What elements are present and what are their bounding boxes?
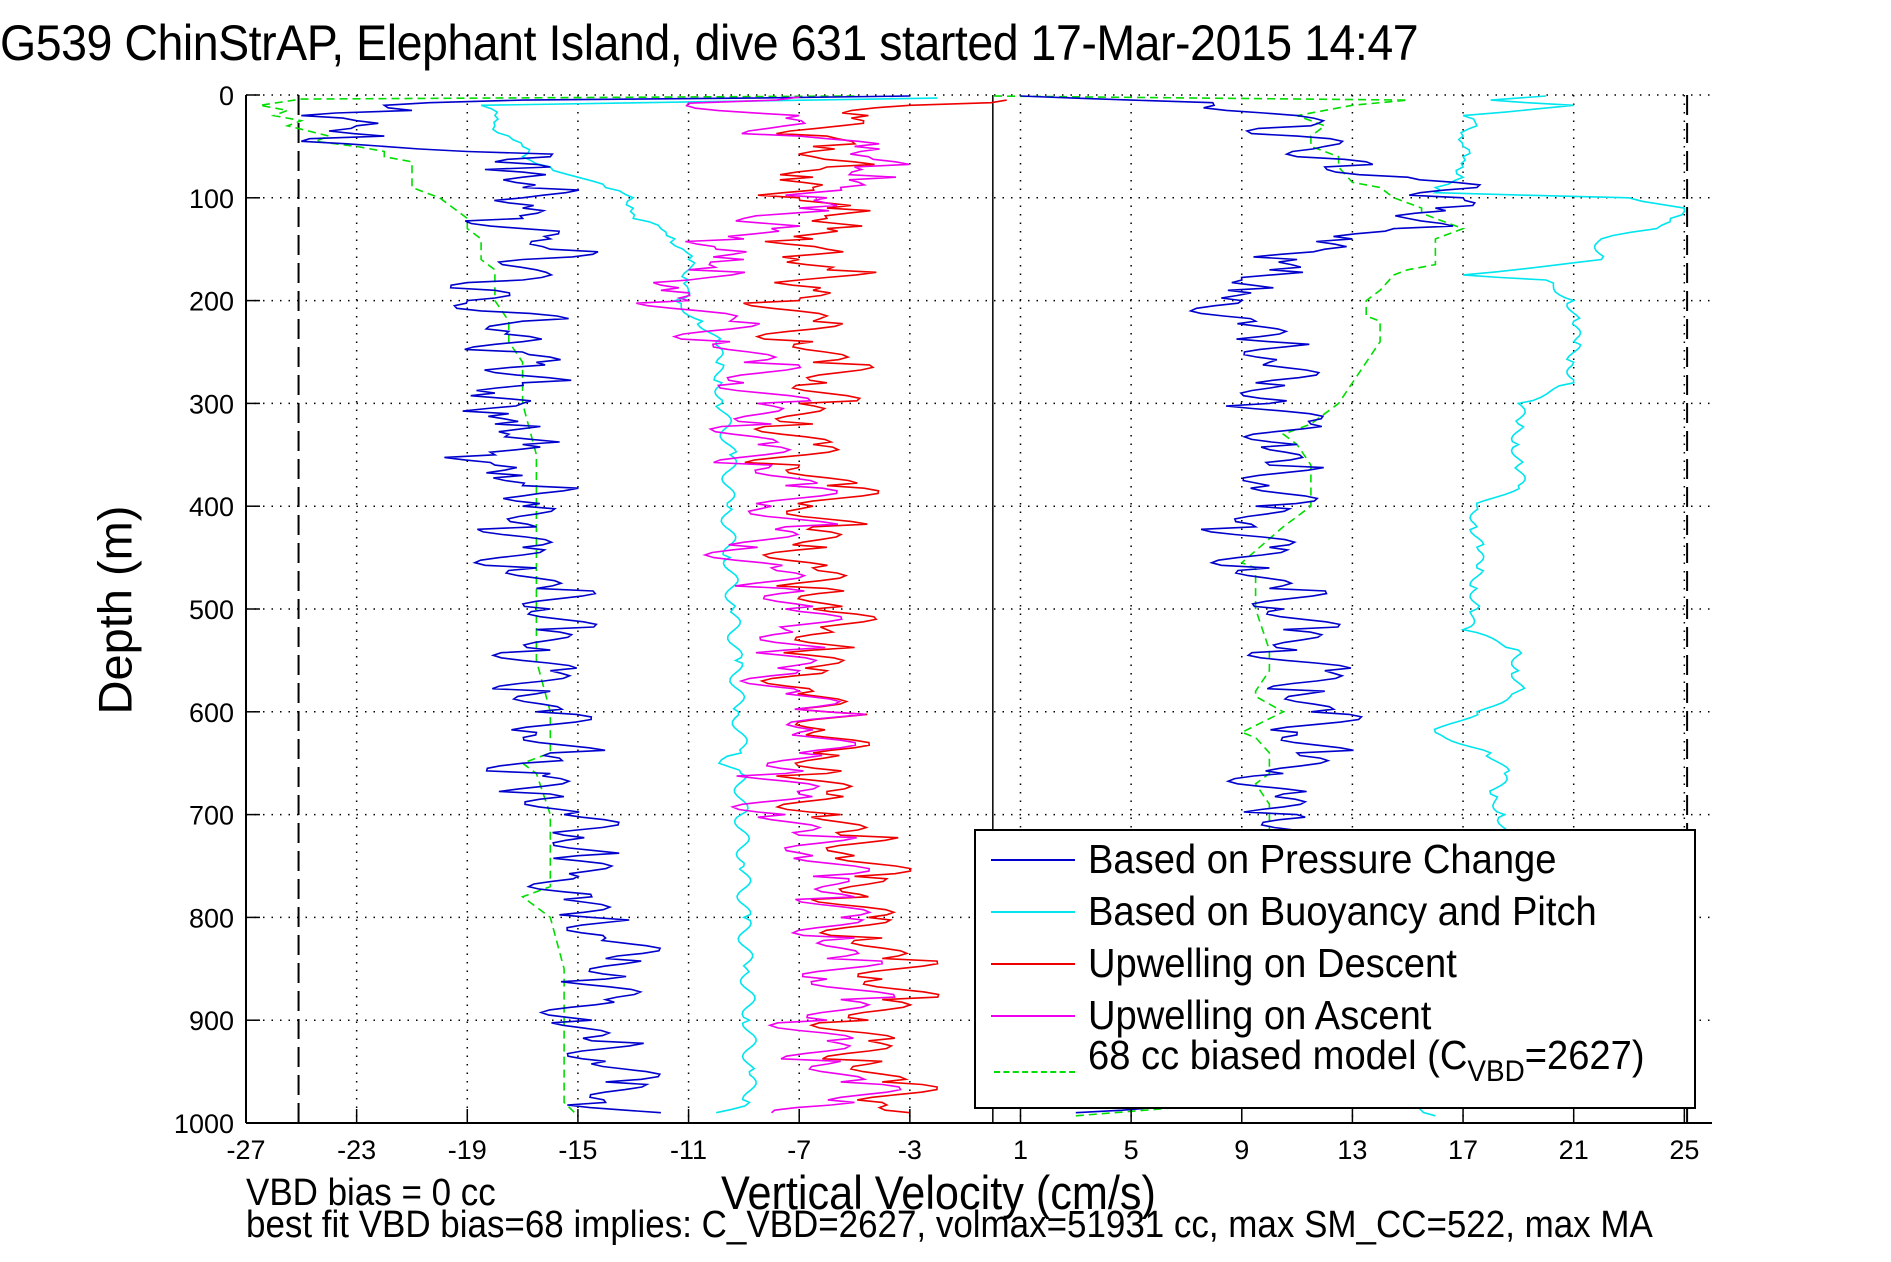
footer-vbd-bias: VBD bias = 0 cc: [246, 1172, 496, 1214]
y-tick-label: 400: [189, 492, 234, 522]
chart-title: G539 ChinStrAP, Elephant Island, dive 63…: [0, 15, 1419, 71]
y-tick-label: 800: [189, 903, 234, 933]
y-tick-label: 900: [189, 1006, 234, 1036]
tick-labels: -27 -23 -19 -15 -11 -7 -3 1 5 9 13 17 21 25 0 100 200 300…: [174, 81, 1699, 1165]
series-line-buoyancy: [480, 97, 938, 1114]
x-tick-label: 17: [1448, 1135, 1478, 1165]
y-tick-label: 200: [189, 287, 234, 317]
legend-item-buoyancy: Based on Buoyancy and Pitch: [976, 887, 1696, 935]
legend-item-pressure: Based on Pressure Change: [976, 835, 1696, 883]
axes: [245, 94, 1712, 1124]
y-tick-label: 500: [189, 595, 234, 625]
x-tick-label: -11: [670, 1135, 707, 1165]
legend-label: Upwelling on Ascent: [1088, 992, 1432, 1038]
x-tick-label: 5: [1124, 1135, 1139, 1165]
legend-item-model: 68 cc biased model (CVBD=2627): [976, 1031, 1696, 1088]
series-line-descent: [743, 99, 1007, 1114]
x-tick-label: -19: [448, 1135, 487, 1165]
legend-item-descent: Upwelling on Descent: [976, 939, 1696, 987]
y-tick-label: 1000: [174, 1109, 234, 1139]
x-axis-label: Vertical Velocity (cm/s): [721, 1166, 1156, 1219]
x-tick-label: -3: [898, 1135, 922, 1165]
x-tick-label: 25: [1669, 1135, 1699, 1165]
legend-label: 68 cc biased model (CVBD=2627): [1088, 1032, 1645, 1088]
x-tick-label: -7: [787, 1135, 811, 1165]
y-tick-label: 600: [189, 698, 234, 728]
x-tick-label: 21: [1559, 1135, 1589, 1165]
y-tick-label: 100: [189, 184, 234, 214]
x-tick-label: -27: [226, 1135, 265, 1165]
series-line-ascent: [636, 96, 910, 1114]
legend-label: Based on Buoyancy and Pitch: [1088, 888, 1597, 934]
x-tick-label: 1: [1013, 1135, 1028, 1165]
footer-best-fit: best fit VBD bias=68 implies: C_VBD=2627…: [246, 1204, 1653, 1246]
x-tick-label: -15: [558, 1135, 597, 1165]
x-tick-label: 13: [1337, 1135, 1367, 1165]
legend-swatch-model: [994, 1071, 1075, 1073]
legend-label: Based on Pressure Change: [1088, 836, 1557, 882]
y-axis-label: Depth (m): [88, 505, 142, 715]
series-line-pressure: [301, 95, 910, 1114]
legend-label: Upwelling on Descent: [1088, 940, 1457, 986]
legend-swatch-ascent: [991, 1015, 1075, 1017]
grid-lines: [246, 94, 1712, 1123]
legend-swatch-descent: [991, 963, 1075, 965]
series-line-model: [992, 95, 1466, 1117]
x-tick-label: -23: [337, 1135, 376, 1165]
y-tick-label: 700: [189, 801, 234, 831]
legend: Based on Pressure Change Based on Buoyan…: [974, 829, 1696, 1109]
legend-item-ascent: Upwelling on Ascent: [976, 991, 1696, 1039]
y-tick-label: 300: [189, 389, 234, 419]
y-tick-label: 0: [219, 81, 234, 111]
x-tick-label: 9: [1234, 1135, 1249, 1165]
legend-swatch-pressure: [991, 859, 1075, 861]
legend-swatch-buoyancy: [991, 911, 1075, 913]
